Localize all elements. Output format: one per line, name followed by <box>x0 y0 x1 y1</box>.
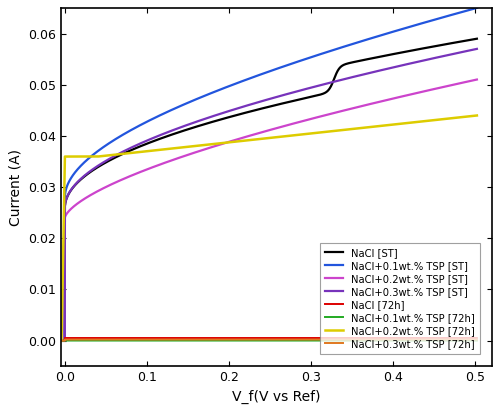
Line: NaCl+0.3wt.% TSP [ST]: NaCl+0.3wt.% TSP [ST] <box>61 49 477 341</box>
NaCl+0.1wt.% TSP [ST] <box>218 87 224 92</box>
Line: NaCl+0.3wt.% TSP [72h]: NaCl+0.3wt.% TSP [72h] <box>61 339 477 341</box>
NaCl [ST] <box>105 159 111 164</box>
NaCl+0.3wt.% TSP [ST] <box>466 48 471 53</box>
NaCl+0.1wt.% TSP [72h] <box>474 338 480 343</box>
NaCl+0.1wt.% TSP [72h] <box>421 338 427 343</box>
NaCl [ST] <box>236 112 242 117</box>
NaCl+0.1wt.% TSP [72h] <box>466 338 471 343</box>
NaCl [72h] <box>130 335 136 340</box>
NaCl [72h] <box>236 335 242 340</box>
Line: NaCl [72h]: NaCl [72h] <box>61 338 477 341</box>
NaCl+0.3wt.% TSP [72h] <box>466 337 472 342</box>
NaCl+0.1wt.% TSP [ST] <box>58 338 64 343</box>
NaCl+0.3wt.% TSP [ST] <box>218 111 224 116</box>
NaCl+0.3wt.% TSP [72h] <box>130 337 136 342</box>
NaCl [ST] <box>474 36 480 41</box>
NaCl+0.2wt.% TSP [ST] <box>236 136 242 141</box>
NaCl+0.2wt.% TSP [72h] <box>105 153 111 158</box>
Line: NaCl [ST]: NaCl [ST] <box>61 39 477 341</box>
NaCl+0.2wt.% TSP [72h] <box>218 141 224 146</box>
NaCl+0.2wt.% TSP [72h] <box>474 113 480 118</box>
NaCl+0.2wt.% TSP [72h] <box>421 119 427 124</box>
NaCl+0.3wt.% TSP [72h] <box>236 337 242 342</box>
NaCl+0.1wt.% TSP [ST] <box>105 141 111 146</box>
NaCl+0.3wt.% TSP [ST] <box>58 338 64 343</box>
NaCl+0.3wt.% TSP [ST] <box>474 47 480 52</box>
NaCl+0.1wt.% TSP [72h] <box>130 338 136 343</box>
NaCl [72h] <box>466 335 472 340</box>
NaCl+0.1wt.% TSP [ST] <box>236 80 242 85</box>
Line: NaCl+0.2wt.% TSP [ST]: NaCl+0.2wt.% TSP [ST] <box>61 80 477 341</box>
NaCl+0.1wt.% TSP [ST] <box>421 20 427 25</box>
NaCl+0.3wt.% TSP [72h] <box>474 337 480 342</box>
NaCl+0.2wt.% TSP [72h] <box>466 114 471 119</box>
NaCl+0.1wt.% TSP [72h] <box>218 338 224 343</box>
NaCl+0.3wt.% TSP [ST] <box>130 144 136 149</box>
Line: NaCl+0.2wt.% TSP [72h]: NaCl+0.2wt.% TSP [72h] <box>61 115 477 341</box>
NaCl+0.3wt.% TSP [72h] <box>106 337 112 342</box>
NaCl+0.2wt.% TSP [ST] <box>58 338 64 343</box>
NaCl+0.3wt.% TSP [ST] <box>105 157 111 162</box>
NaCl+0.3wt.% TSP [72h] <box>218 337 224 342</box>
NaCl+0.1wt.% TSP [72h] <box>58 338 64 343</box>
NaCl [72h] <box>106 335 112 340</box>
NaCl+0.1wt.% TSP [ST] <box>130 126 136 131</box>
NaCl+0.1wt.% TSP [72h] <box>236 338 242 343</box>
NaCl [72h] <box>474 335 480 340</box>
NaCl [ST] <box>218 117 224 122</box>
NaCl+0.2wt.% TSP [ST] <box>130 173 136 178</box>
NaCl+0.1wt.% TSP [ST] <box>474 5 480 10</box>
NaCl+0.2wt.% TSP [ST] <box>105 183 111 188</box>
NaCl+0.2wt.% TSP [ST] <box>218 142 224 147</box>
NaCl+0.2wt.% TSP [72h] <box>58 338 64 343</box>
NaCl+0.3wt.% TSP [72h] <box>58 338 64 343</box>
Line: NaCl+0.1wt.% TSP [ST]: NaCl+0.1wt.% TSP [ST] <box>61 8 477 341</box>
NaCl+0.2wt.% TSP [ST] <box>474 77 480 82</box>
NaCl [ST] <box>421 46 427 51</box>
NaCl+0.3wt.% TSP [72h] <box>421 337 427 342</box>
X-axis label: V_f(V vs Ref): V_f(V vs Ref) <box>232 389 320 404</box>
NaCl [72h] <box>62 335 68 340</box>
NaCl+0.2wt.% TSP [ST] <box>421 89 427 94</box>
NaCl [72h] <box>58 338 64 343</box>
Legend: NaCl [ST], NaCl+0.1wt.% TSP [ST], NaCl+0.2wt.% TSP [ST], NaCl+0.3wt.% TSP [ST], : NaCl [ST], NaCl+0.1wt.% TSP [ST], NaCl+0… <box>320 243 480 354</box>
NaCl+0.2wt.% TSP [72h] <box>236 139 242 144</box>
NaCl+0.3wt.% TSP [ST] <box>421 58 427 63</box>
NaCl+0.1wt.% TSP [72h] <box>105 338 111 343</box>
NaCl+0.2wt.% TSP [ST] <box>466 79 471 84</box>
NaCl+0.2wt.% TSP [72h] <box>130 150 136 155</box>
NaCl [ST] <box>58 338 64 343</box>
NaCl+0.1wt.% TSP [ST] <box>466 8 471 13</box>
NaCl [72h] <box>421 335 427 340</box>
NaCl [ST] <box>466 37 471 42</box>
NaCl [ST] <box>130 147 136 152</box>
NaCl+0.3wt.% TSP [ST] <box>236 105 242 110</box>
NaCl+0.3wt.% TSP [72h] <box>62 337 68 342</box>
NaCl [72h] <box>218 335 224 340</box>
Y-axis label: Current (A): Current (A) <box>8 149 22 226</box>
